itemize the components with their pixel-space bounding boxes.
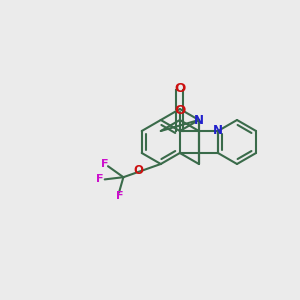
Text: F: F bbox=[116, 190, 124, 201]
Text: F: F bbox=[101, 159, 109, 169]
Text: O: O bbox=[174, 104, 185, 117]
Text: O: O bbox=[174, 82, 185, 95]
Text: O: O bbox=[133, 164, 143, 177]
Text: N: N bbox=[213, 124, 223, 137]
Text: N: N bbox=[194, 113, 204, 127]
Text: F: F bbox=[96, 174, 103, 184]
